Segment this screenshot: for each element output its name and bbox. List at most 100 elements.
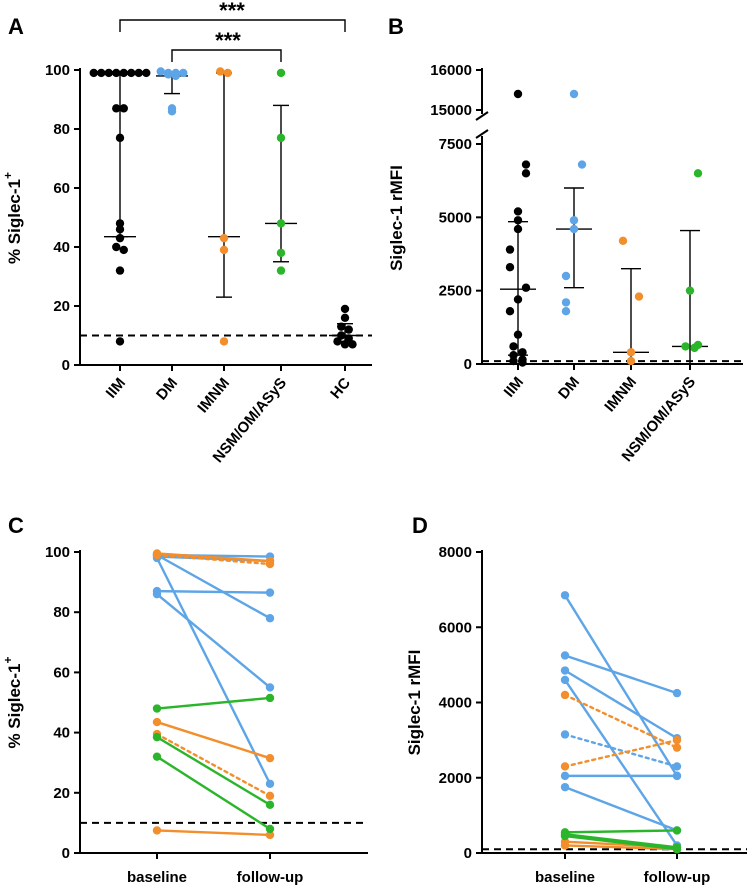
data-point-dm — [561, 271, 571, 281]
data-point-baseline — [560, 771, 570, 781]
y-tick-label: 100 — [45, 62, 70, 79]
data-point-nsm-om-asys — [685, 286, 695, 295]
data-point-iim — [115, 337, 125, 346]
y-tick-label: 40 — [53, 239, 70, 256]
data-point-iim — [518, 348, 527, 357]
data-point-baseline — [560, 690, 570, 700]
data-point-baseline — [152, 550, 162, 560]
data-point-iim — [513, 330, 523, 339]
y-tick-label: 4000 — [439, 695, 472, 712]
series-line-14 — [156, 755, 271, 830]
data-point-iim — [505, 263, 515, 272]
series-line-4 — [564, 679, 678, 847]
series-line-6 — [156, 593, 271, 689]
data-point-imnm — [626, 356, 636, 366]
data-point-nsm-om-asys — [681, 342, 690, 351]
data-point-iim — [115, 219, 125, 228]
series-line-10 — [155, 732, 272, 798]
data-point-follow-up — [672, 762, 682, 771]
y-tick-label: 80 — [53, 121, 70, 138]
data-point-imnm — [219, 233, 229, 243]
data-point-iim — [115, 266, 125, 275]
significance-label: *** — [215, 28, 241, 53]
data-point-iim — [505, 307, 515, 316]
data-point-baseline — [152, 826, 162, 835]
data-point-iim — [112, 104, 121, 113]
data-point-baseline — [560, 675, 570, 685]
data-point-iim — [112, 68, 121, 78]
x-tick-label-dm: DM — [153, 375, 181, 404]
panel-c-paired-lines: 0 20 40 60 80 100 baseline follow-up % Siglec-1+ — [1, 544, 368, 886]
data-point-iim — [505, 245, 515, 254]
axis-break-mark — [475, 129, 489, 139]
y-tick-label: 8000 — [439, 544, 472, 561]
series-line-2 — [564, 654, 678, 695]
data-point-dm — [164, 68, 173, 78]
series-line-3 — [564, 669, 678, 740]
series-line-13 — [564, 832, 678, 849]
data-point-dm — [561, 307, 571, 316]
data-point-follow-up — [265, 559, 275, 569]
data-point-hc — [344, 334, 353, 343]
data-point-iim — [521, 169, 531, 178]
data-point-imnm — [219, 245, 229, 255]
data-point-baseline — [560, 651, 570, 660]
series-line-4 — [155, 557, 272, 785]
data-point-iim — [513, 207, 523, 216]
data-point-iim — [509, 356, 518, 366]
data-point-iim — [513, 295, 523, 304]
y-tick-label: 80 — [53, 604, 70, 621]
data-point-imnm — [618, 236, 628, 245]
y-axis-label: % Siglec-1+ — [1, 172, 24, 264]
series-line-8 — [563, 693, 679, 749]
y-tick-label: 60 — [53, 664, 70, 681]
data-point-iim — [119, 104, 128, 113]
series-line-1 — [563, 594, 679, 777]
data-point-nsm-om-asys — [693, 340, 703, 350]
data-point-follow-up — [265, 824, 275, 834]
data-point-follow-up — [672, 826, 682, 835]
data-point-nsm-om-asys — [693, 169, 703, 178]
data-point-iim — [521, 160, 531, 169]
data-point-iim — [127, 68, 136, 78]
data-point-imnm — [216, 67, 225, 76]
data-point-iim — [97, 68, 106, 78]
data-point-dm — [179, 68, 188, 78]
data-point-follow-up — [265, 683, 275, 692]
series-line-9 — [563, 738, 679, 768]
data-point-iim — [513, 89, 523, 99]
data-point-iim — [521, 283, 531, 292]
y-tick-label: 0 — [62, 845, 70, 862]
y-axis-label: % Siglec-1+ — [1, 656, 24, 748]
x-tick-label-iim: IIM — [501, 374, 527, 401]
data-point-iim — [513, 216, 523, 225]
y-tick-label: 15000 — [430, 102, 472, 119]
series-line-9 — [156, 720, 271, 760]
y-tick-label: 2000 — [439, 770, 472, 787]
y-axis-label: Siglec-1 rMFI — [405, 650, 424, 756]
data-point-follow-up — [265, 830, 275, 840]
y-tick-label: 100 — [45, 544, 70, 561]
data-point-iim — [142, 68, 151, 78]
data-point-iim — [115, 133, 125, 143]
panel-b-scatter: 0 2500 5000 7500 15000 16000 Siglec-1 rMFI IIM D… — [387, 62, 743, 465]
data-point-baseline — [560, 762, 570, 771]
data-point-imnm — [626, 348, 636, 357]
data-point-dm — [569, 224, 579, 234]
series-line-7 — [156, 552, 271, 563]
data-point-follow-up — [672, 845, 682, 854]
data-point-baseline — [152, 752, 162, 761]
data-point-baseline — [560, 841, 570, 850]
data-point-dm — [156, 67, 165, 76]
axis-break-mark — [475, 111, 489, 121]
data-point-dm — [569, 216, 579, 225]
series-line-7 — [564, 786, 678, 832]
data-point-iim — [115, 233, 125, 243]
data-point-iim — [112, 242, 121, 252]
data-point-iim — [119, 68, 128, 78]
panel-d-paired-lines: 0 2000 4000 6000 8000 baseline follow-up Siglec… — [405, 544, 747, 886]
x-tick-label-baseline: baseline — [127, 869, 187, 886]
data-point-iim — [518, 355, 527, 364]
data-point-follow-up — [672, 735, 682, 745]
